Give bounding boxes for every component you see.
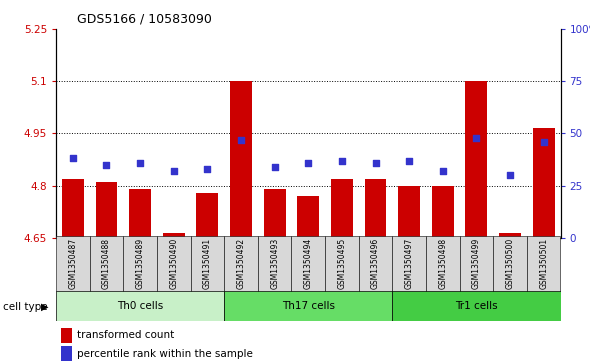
Bar <box>129 189 151 238</box>
Bar <box>230 81 252 238</box>
Text: Th0 cells: Th0 cells <box>117 301 163 311</box>
Point <box>404 158 414 163</box>
Bar <box>258 236 291 292</box>
Bar <box>499 233 521 238</box>
Bar <box>331 179 353 238</box>
Text: GDS5166 / 10583090: GDS5166 / 10583090 <box>77 13 212 26</box>
Bar <box>191 236 224 292</box>
Bar <box>291 236 325 292</box>
Bar <box>325 236 359 292</box>
Point <box>135 160 145 166</box>
Text: GSM1350501: GSM1350501 <box>539 238 548 289</box>
Bar <box>157 236 191 292</box>
Bar <box>224 236 258 292</box>
Bar <box>56 291 224 321</box>
Point <box>270 164 280 170</box>
Bar <box>426 236 460 292</box>
Bar <box>224 291 392 321</box>
Point <box>438 168 447 174</box>
Point <box>236 137 245 143</box>
Bar <box>297 196 319 238</box>
Text: ▶: ▶ <box>41 302 48 312</box>
Bar <box>466 81 487 238</box>
Bar <box>365 179 386 238</box>
Bar <box>56 236 90 292</box>
Point <box>371 160 380 166</box>
Bar <box>163 233 185 238</box>
Bar <box>398 185 420 238</box>
Text: GSM1350498: GSM1350498 <box>438 238 447 289</box>
Bar <box>392 236 426 292</box>
Point <box>202 166 212 172</box>
Bar <box>96 182 117 238</box>
Bar <box>392 291 560 321</box>
Bar <box>90 236 123 292</box>
Bar <box>493 236 527 292</box>
Point <box>303 160 313 166</box>
Text: GSM1350493: GSM1350493 <box>270 238 279 289</box>
Text: GSM1350490: GSM1350490 <box>169 238 178 289</box>
Text: GSM1350495: GSM1350495 <box>337 238 346 289</box>
Bar <box>62 179 84 238</box>
Text: GSM1350487: GSM1350487 <box>68 238 77 289</box>
Point <box>505 172 514 178</box>
Bar <box>123 236 157 292</box>
Text: transformed count: transformed count <box>77 330 175 340</box>
Bar <box>61 346 72 361</box>
Bar <box>533 128 555 238</box>
Text: GSM1350496: GSM1350496 <box>371 238 380 289</box>
Text: GSM1350488: GSM1350488 <box>102 238 111 289</box>
Bar <box>432 185 454 238</box>
Text: GSM1350499: GSM1350499 <box>472 238 481 289</box>
Point <box>169 168 178 174</box>
Text: GSM1350492: GSM1350492 <box>237 238 245 289</box>
Bar <box>61 328 72 343</box>
Point <box>471 135 481 140</box>
Point <box>539 139 548 145</box>
Text: GSM1350491: GSM1350491 <box>203 238 212 289</box>
Text: GSM1350489: GSM1350489 <box>136 238 145 289</box>
Text: cell type: cell type <box>3 302 48 312</box>
Text: Th17 cells: Th17 cells <box>282 301 335 311</box>
Text: percentile rank within the sample: percentile rank within the sample <box>77 348 253 359</box>
Point <box>101 162 111 168</box>
Text: GSM1350497: GSM1350497 <box>405 238 414 289</box>
Bar <box>196 192 218 238</box>
Text: GSM1350494: GSM1350494 <box>304 238 313 289</box>
Bar <box>460 236 493 292</box>
Text: Tr1 cells: Tr1 cells <box>455 301 498 311</box>
Bar <box>527 236 560 292</box>
Bar <box>264 189 286 238</box>
Bar <box>359 236 392 292</box>
Point <box>337 158 346 163</box>
Text: GSM1350500: GSM1350500 <box>506 238 514 289</box>
Point <box>68 155 77 161</box>
